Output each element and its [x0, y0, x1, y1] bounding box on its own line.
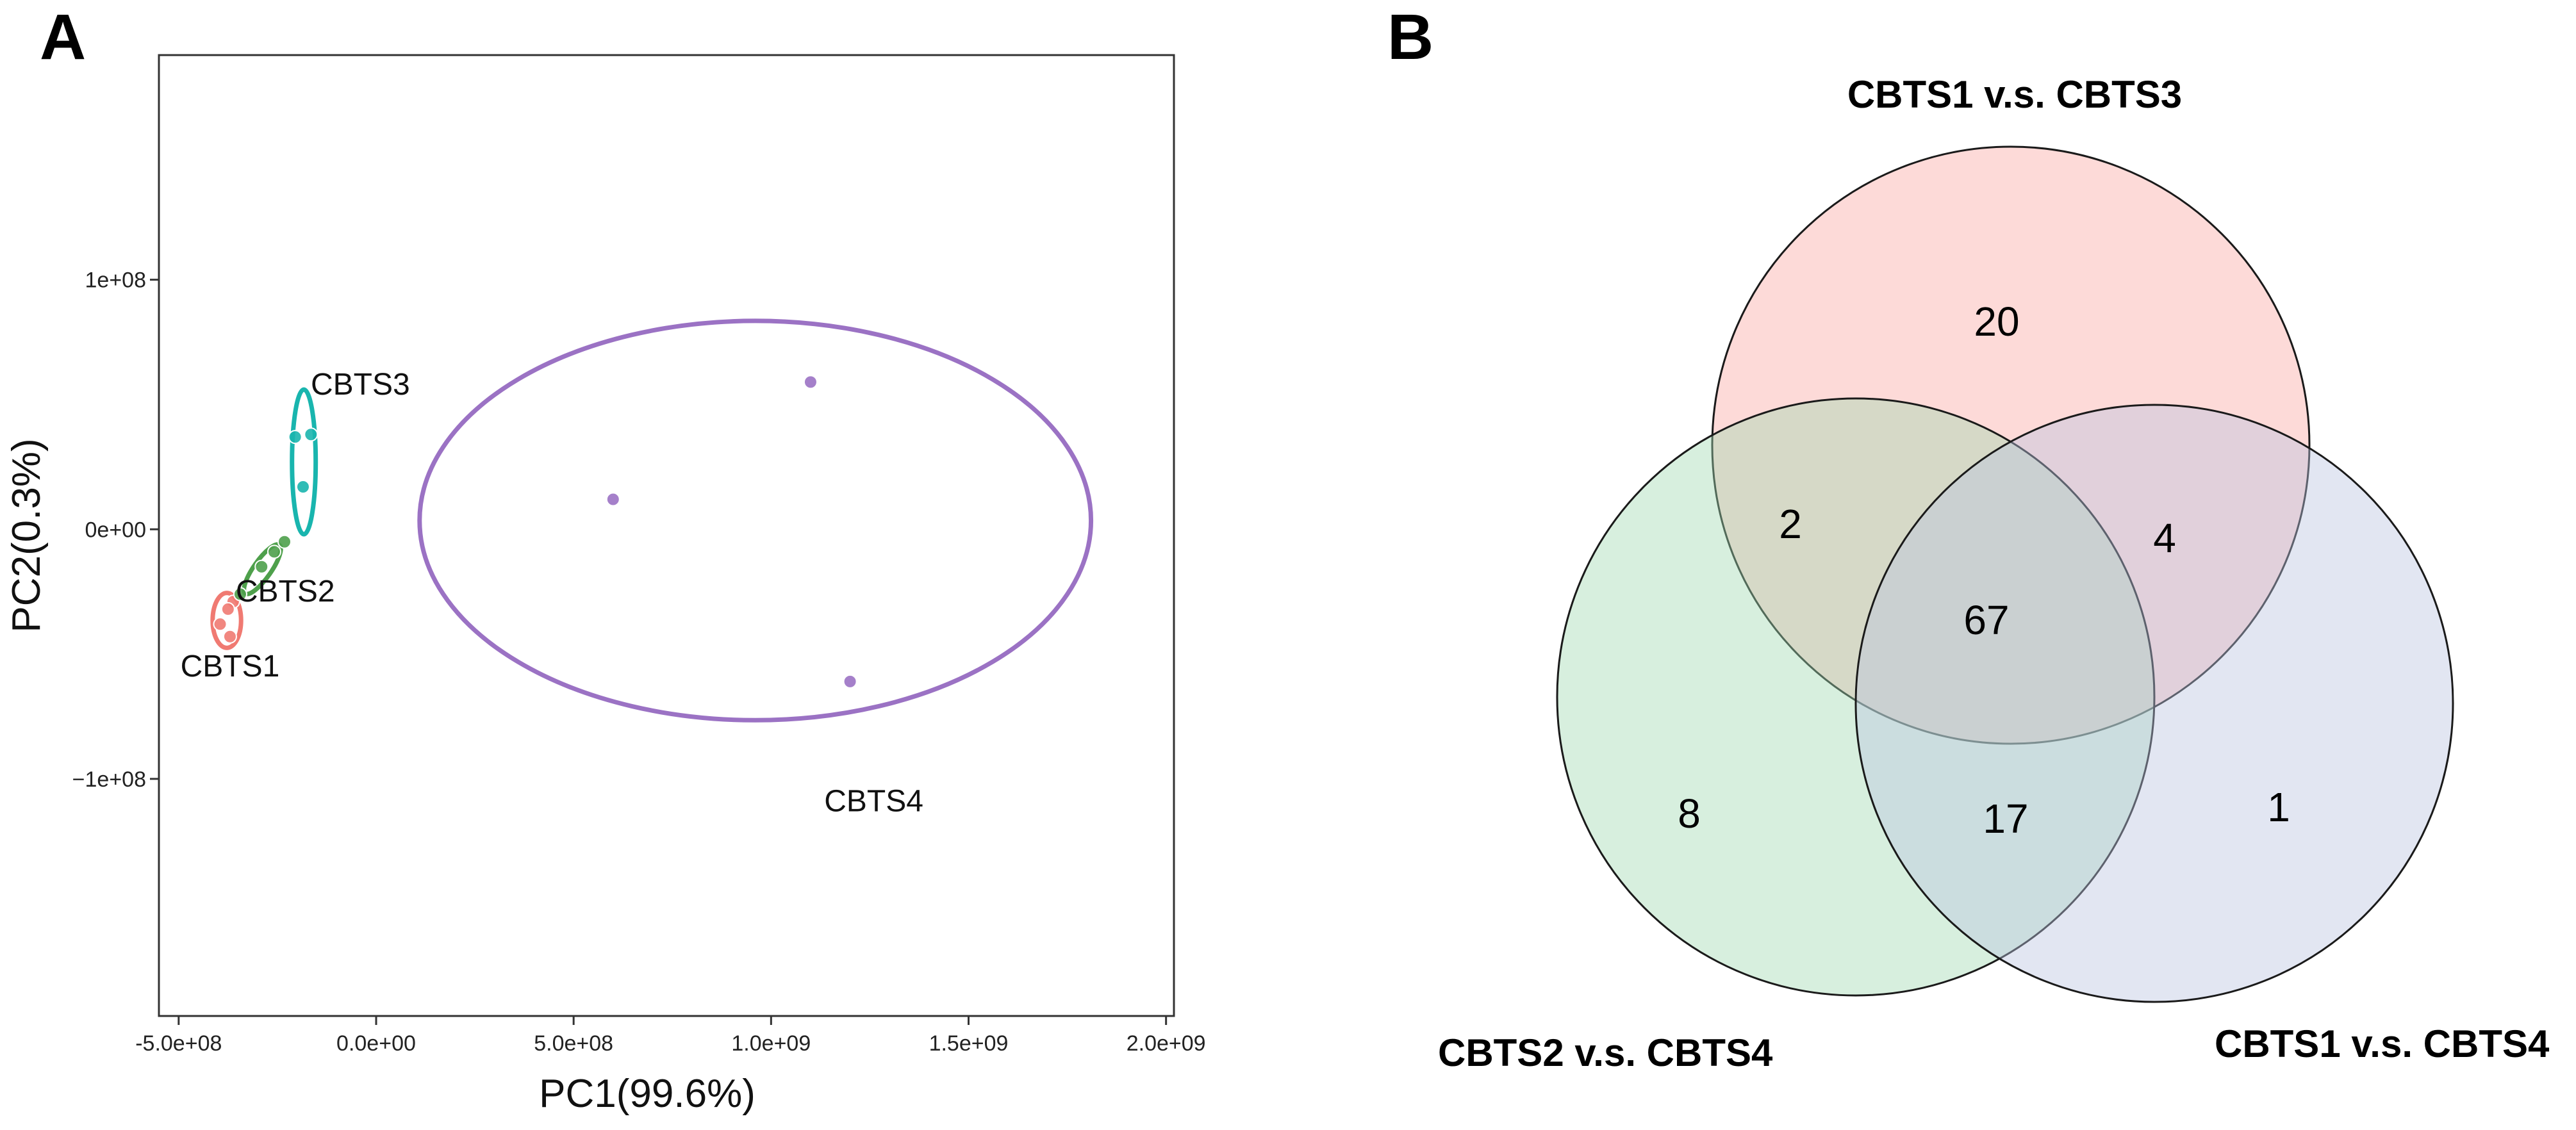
- y-tick-label: 0e+00: [85, 518, 147, 542]
- point-cbts4: [843, 674, 857, 689]
- venn-count: 17: [1983, 796, 2028, 842]
- venn-count: 4: [2153, 515, 2176, 561]
- point-cbts1: [220, 602, 235, 616]
- venn-count: 1: [2267, 784, 2290, 830]
- group-label-cbts4: CBTS4: [824, 785, 923, 819]
- point-cbts1: [213, 617, 227, 632]
- point-cbts3: [288, 430, 302, 445]
- ellipse-cbts4: [417, 318, 1094, 723]
- point-cbts2: [233, 587, 247, 602]
- group-label-cbts3: CBTS3: [311, 368, 410, 402]
- panel-a-letter: A: [40, 1, 86, 73]
- point-cbts2: [277, 534, 292, 549]
- point-cbts1: [222, 629, 237, 644]
- pca-plot: -5.0e+08 0.0e+00 5.0e+08 1.0e+09 1.5e+09 2.0e…: [4, 54, 1206, 1116]
- point-cbts2: [254, 559, 269, 574]
- panel-b-letter: B: [1387, 1, 1433, 73]
- x-axis-title: PC1(99.6%): [539, 1072, 755, 1116]
- venn-count: 8: [1678, 790, 1701, 837]
- x-tick-label: -5.0e+08: [135, 1031, 222, 1056]
- plot-area: [158, 54, 1175, 1017]
- venn-set-label: CBTS1 v.s. CBTS3: [1847, 73, 2182, 116]
- x-tick-label: 2.0e+09: [1127, 1031, 1206, 1056]
- venn-diagram: CBTS1 v.s. CBTS3 CBTS2 v.s. CBTS4 CBTS1 …: [1438, 73, 2550, 1074]
- group-label-cbts2: CBTS2: [236, 575, 335, 609]
- ellipse-cbts3: [290, 387, 318, 537]
- x-tick-label: 1.0e+09: [731, 1031, 811, 1056]
- venn-set-label: CBTS2 v.s. CBTS4: [1438, 1031, 1773, 1074]
- venn-set-label: CBTS1 v.s. CBTS4: [2215, 1022, 2550, 1065]
- group-labels: CBTS1 CBTS2 CBTS3 CBTS4: [181, 368, 923, 819]
- x-tick-label: 5.0e+08: [534, 1031, 613, 1056]
- y-tick-label: 1e+08: [85, 268, 147, 293]
- venn-count: 20: [1974, 299, 2019, 345]
- y-axis-title: PC2(0.3%): [4, 438, 49, 632]
- data-points: [213, 375, 857, 689]
- y-tick-label: −1e+08: [72, 767, 146, 792]
- point-cbts3: [304, 427, 318, 442]
- venn-count: 67: [1963, 597, 2009, 643]
- point-cbts4: [606, 492, 620, 507]
- point-cbts2: [267, 545, 281, 559]
- venn-circle-cbts1-vs-cbts4: [1854, 404, 2454, 1003]
- point-cbts4: [803, 375, 818, 389]
- venn-count: 2: [1779, 501, 1802, 547]
- group-label-cbts1: CBTS1: [181, 650, 280, 684]
- point-cbts3: [295, 480, 310, 495]
- axis-ticks: -5.0e+08 0.0e+00 5.0e+08 1.0e+09 1.5e+09 2.0e…: [72, 268, 1206, 1056]
- x-tick-label: 0.0e+00: [336, 1031, 416, 1056]
- ellipse-cbts1: [210, 591, 244, 650]
- venn-circle-cbts1-vs-cbts3: [1711, 145, 2311, 745]
- x-tick-label: 1.5e+09: [929, 1031, 1009, 1056]
